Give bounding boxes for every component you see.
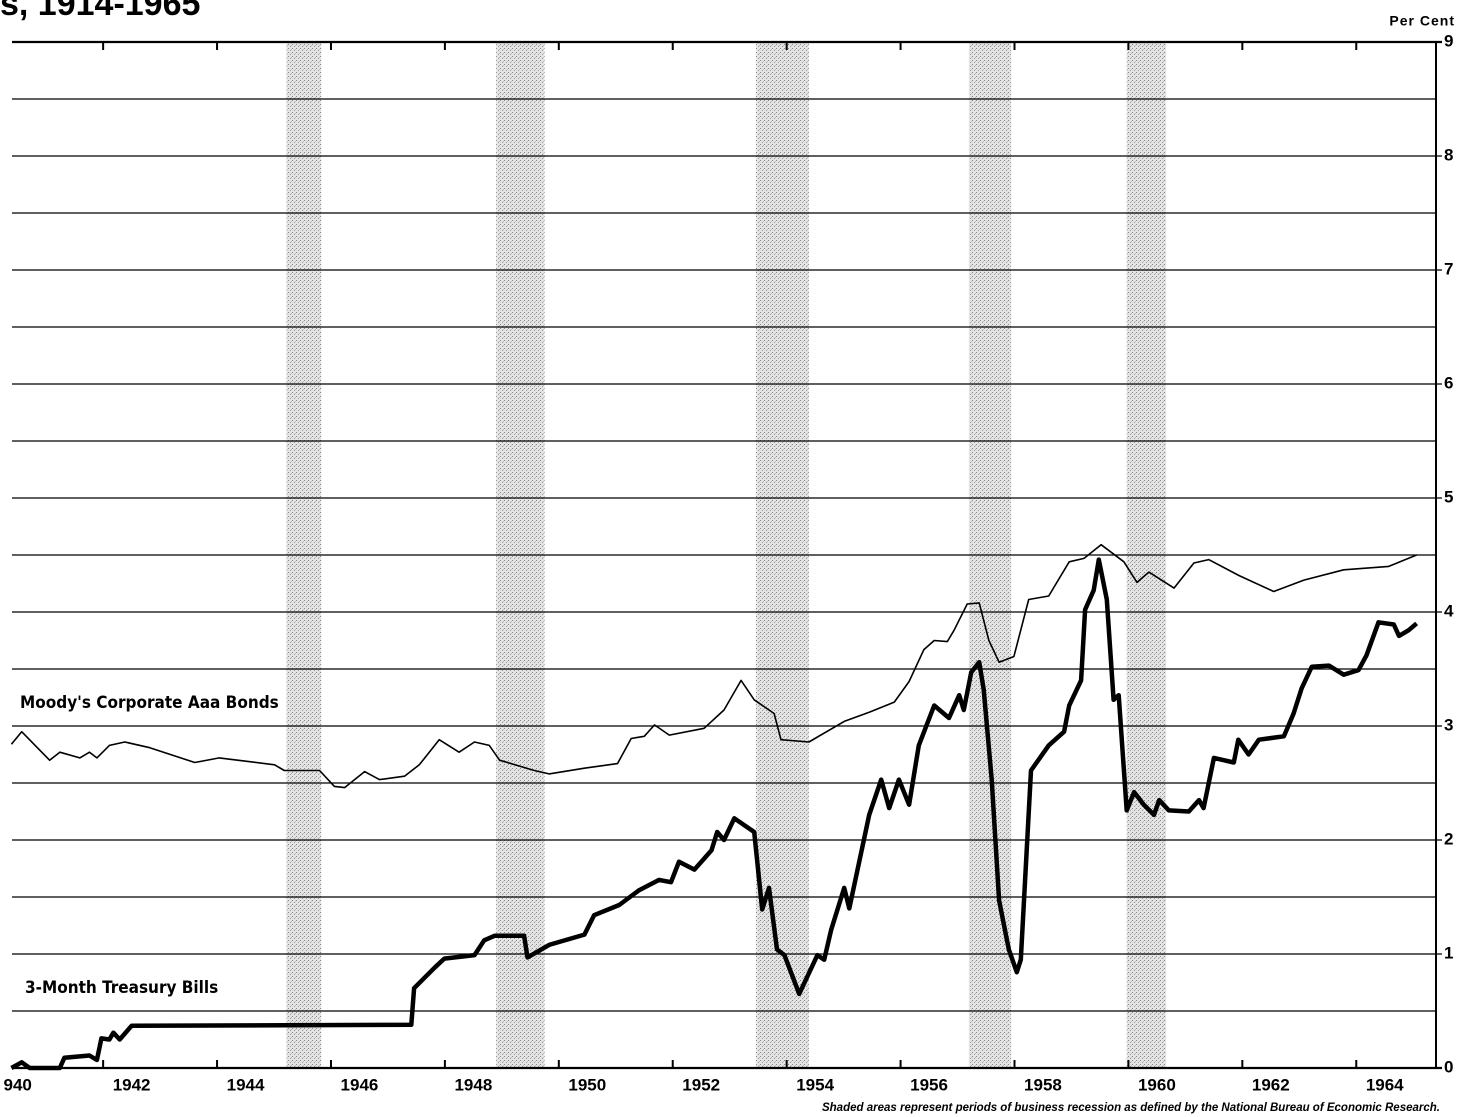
y-tick-label: 1 xyxy=(1444,943,1453,962)
x-tick-label: 1946 xyxy=(341,1075,379,1094)
x-tick-label: 1958 xyxy=(1024,1075,1062,1094)
series-label: Moody's Corporate Aaa Bonds xyxy=(20,693,279,713)
x-tick-label: 1962 xyxy=(1252,1075,1290,1094)
y-axis-label: Per Cent xyxy=(1389,13,1455,29)
x-tick-label: 1954 xyxy=(796,1075,834,1094)
x-tick-label: 1956 xyxy=(910,1075,948,1094)
chart-title: s, 1914-1965 xyxy=(0,0,200,23)
x-tick-label: 1952 xyxy=(682,1075,720,1094)
x-tick-label: 1944 xyxy=(227,1075,265,1094)
y-tick-label: 5 xyxy=(1444,487,1453,506)
y-tick-label: 7 xyxy=(1444,259,1453,278)
series-line xyxy=(10,543,1417,789)
series-label: 3-Month Treasury Bills xyxy=(25,978,218,998)
x-tick-label: 1948 xyxy=(454,1075,492,1094)
y-tick-label: 4 xyxy=(1444,601,1454,620)
x-tick-label: 1942 xyxy=(113,1075,151,1094)
x-tick-label: 1950 xyxy=(568,1075,606,1094)
y-tick-label: 2 xyxy=(1444,829,1453,848)
footnote: Shaded areas represent periods of busine… xyxy=(822,1102,1440,1114)
y-tick-label: 0 xyxy=(1444,1057,1453,1076)
y-tick-label: 6 xyxy=(1444,373,1453,392)
x-tick-label: 1960 xyxy=(1138,1075,1176,1094)
y-tick-label: 9 xyxy=(1444,31,1453,50)
x-tick-label: 940 xyxy=(4,1075,32,1094)
y-tick-label: 8 xyxy=(1444,145,1453,164)
x-tick-label: 1964 xyxy=(1366,1075,1404,1094)
series-line xyxy=(10,557,1419,1071)
y-tick-label: 3 xyxy=(1444,715,1453,734)
